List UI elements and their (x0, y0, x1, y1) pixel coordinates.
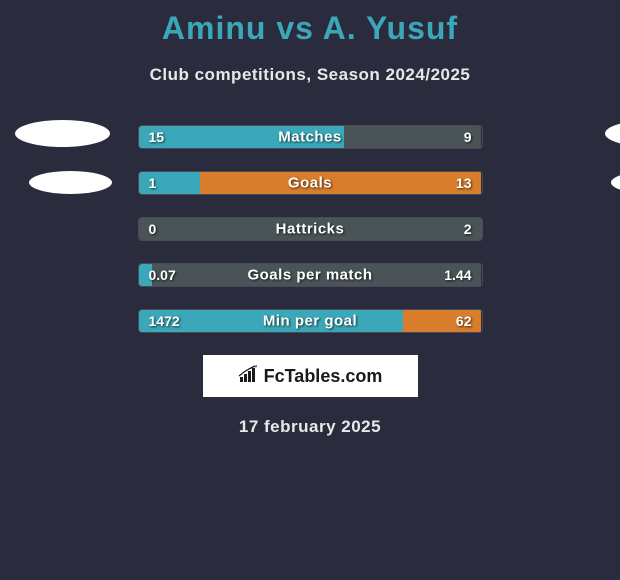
stat-value-left: 15 (149, 129, 165, 145)
stat-bar-row: Min per goal 1472 62 (138, 309, 483, 333)
stat-label: Matches (278, 129, 342, 146)
stat-value-right: 13 (456, 175, 472, 191)
stat-label: Goals per match (247, 267, 372, 284)
comparison-subtitle: Club competitions, Season 2024/2025 (0, 65, 620, 85)
stats-bars-container: Matches 15 9 Goals 1 13 Hattricks 0 2 Goals per m… (138, 125, 483, 333)
stat-value-left: 1472 (149, 313, 180, 329)
content-area: Matches 15 9 Goals 1 13 Hattricks 0 2 Goals per m… (0, 125, 620, 333)
stat-value-right: 9 (464, 129, 472, 145)
stat-label: Goals (288, 175, 332, 192)
stat-bar-row: Goals 1 13 (138, 171, 483, 195)
logo-box: FcTables.com (203, 355, 418, 397)
snapshot-date: 17 february 2025 (0, 417, 620, 437)
stat-bar-middle-segment (344, 126, 481, 148)
stat-value-left: 0.07 (149, 267, 176, 283)
stat-value-right: 1.44 (444, 267, 471, 283)
stat-value-left: 0 (149, 221, 157, 237)
player-ellipse (29, 171, 112, 194)
stat-value-right: 2 (464, 221, 472, 237)
stat-label: Min per goal (263, 313, 357, 330)
player-ellipse (611, 171, 620, 194)
stat-value-right: 62 (456, 313, 472, 329)
stat-value-left: 1 (149, 175, 157, 191)
logo-text: FcTables.com (264, 366, 383, 387)
stat-bar-right-segment (200, 172, 481, 194)
player-ellipse (15, 120, 110, 147)
player-ellipse (605, 120, 620, 147)
stat-label: Hattricks (276, 221, 345, 238)
stat-bar-row: Goals per match 0.07 1.44 (138, 263, 483, 287)
chart-icon (238, 365, 260, 388)
stat-bar-row: Matches 15 9 (138, 125, 483, 149)
stat-bar-row: Hattricks 0 2 (138, 217, 483, 241)
comparison-title: Aminu vs A. Yusuf (0, 0, 620, 47)
